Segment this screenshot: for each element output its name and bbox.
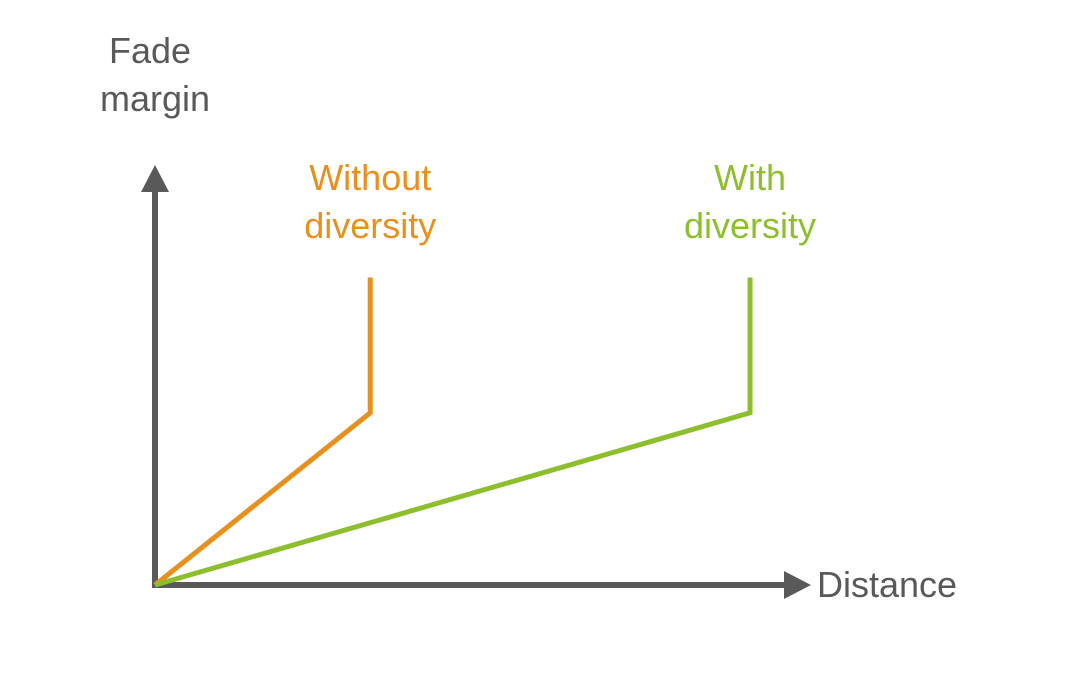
series-layer: Without diversity With diversity <box>153 157 816 588</box>
series-label-with-diversity-line-1: With <box>714 157 786 198</box>
series-label-with-diversity-line-2: diversity <box>684 205 816 246</box>
y-axis-arrowhead <box>141 165 169 192</box>
series-label-without-diversity: Without diversity <box>304 157 436 246</box>
series-label-without-diversity-line-1: Without <box>309 157 431 198</box>
y-axis-label-line-1: Fade <box>109 30 191 71</box>
series-line-without-diversity <box>153 277 373 587</box>
x-axis-arrowhead <box>784 571 811 599</box>
x-axis-label: Distance <box>817 564 957 605</box>
y-axis-label-line-2: margin <box>100 78 210 119</box>
series-label-without-diversity-line-2: diversity <box>304 205 436 246</box>
y-axis-label: Fade margin <box>100 30 210 119</box>
series-label-with-diversity: With diversity <box>684 157 816 246</box>
series-line-with-diversity <box>154 277 753 588</box>
